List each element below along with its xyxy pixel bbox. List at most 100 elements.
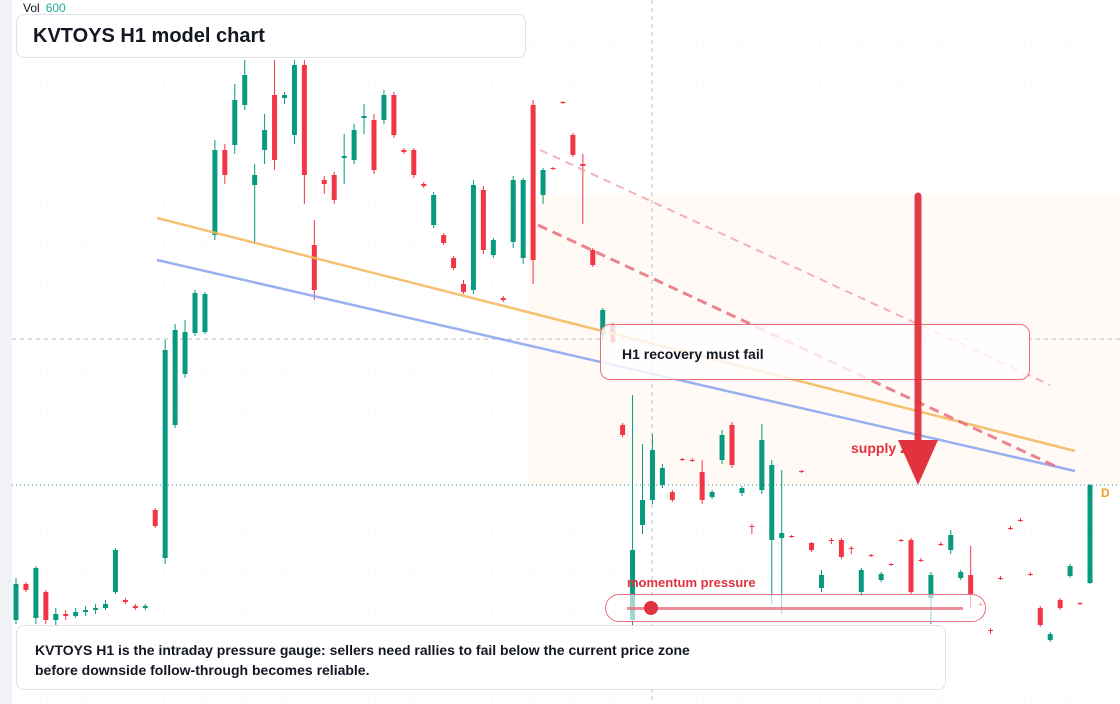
badge: D — [1101, 486, 1110, 500]
candle-body — [918, 560, 924, 561]
candle-body — [361, 116, 367, 118]
candle-body — [749, 526, 755, 527]
gauge-label: momentum pressure — [627, 575, 756, 590]
candle-body — [1067, 566, 1073, 576]
candle-body — [998, 578, 1003, 579]
candle-body — [938, 544, 944, 545]
candle-body — [73, 612, 79, 616]
candle-body — [1027, 574, 1033, 575]
candle-body — [759, 440, 765, 490]
candle-body — [908, 540, 914, 592]
gauge-box — [605, 594, 986, 622]
candle-body — [699, 472, 705, 500]
candle-body — [272, 95, 278, 160]
candle-body — [948, 535, 954, 550]
candle-body — [640, 500, 645, 525]
candle-body — [93, 608, 99, 610]
candle-body — [431, 195, 437, 225]
candle-body — [1077, 603, 1083, 604]
candle-body — [43, 592, 49, 620]
candle-body — [868, 555, 874, 556]
candle-body — [461, 284, 466, 292]
chart-title: KVTOYS H1 model chart — [33, 25, 265, 47]
candle-body — [828, 540, 834, 541]
candle-body — [1047, 634, 1053, 640]
candle-body — [252, 175, 258, 185]
candle-body — [809, 543, 815, 550]
candle-body — [540, 170, 546, 195]
candle-body — [819, 575, 824, 588]
candle-body — [838, 540, 844, 557]
candle-body — [689, 460, 695, 461]
candle-body — [719, 435, 725, 460]
candle-body — [848, 548, 854, 549]
candle-body — [600, 310, 606, 335]
candle-body — [510, 180, 516, 242]
candle-body — [311, 245, 317, 290]
candle-body — [182, 332, 188, 374]
candle-body — [779, 533, 785, 538]
gauge-track — [627, 607, 963, 610]
candle-body — [152, 510, 158, 526]
candle-body — [898, 540, 904, 541]
candle-body — [878, 574, 884, 580]
candle-body — [888, 564, 894, 565]
candle-body — [162, 350, 168, 558]
candle-body — [470, 185, 476, 290]
candle-body — [928, 575, 934, 598]
candle-body — [421, 184, 427, 186]
candle-body — [132, 606, 138, 608]
candle-body — [590, 250, 596, 265]
candle-body — [341, 156, 347, 158]
candle-body — [122, 600, 128, 602]
candle-body — [1037, 608, 1043, 625]
candle-body — [739, 488, 745, 493]
candle-body — [242, 75, 248, 105]
candle-body — [709, 492, 715, 497]
candle-body — [659, 468, 665, 485]
candle-body — [321, 180, 327, 184]
candle-body — [391, 95, 397, 135]
candle-body — [1057, 600, 1063, 608]
candle-body — [232, 100, 238, 145]
candle-body — [1017, 520, 1023, 521]
candle-body — [381, 95, 387, 120]
callout-box: H1 recovery must fail — [600, 324, 1030, 380]
gauge-knob — [644, 601, 658, 615]
candle-body — [958, 572, 964, 578]
candle-body — [23, 584, 29, 590]
candle-body — [580, 164, 586, 166]
candle-body — [63, 614, 69, 616]
candle-body — [630, 550, 636, 620]
candle-body — [500, 298, 506, 300]
candle-body — [490, 240, 496, 255]
candles — [13, 60, 1093, 642]
candle-body — [441, 235, 447, 243]
candle-body — [103, 604, 108, 608]
volume-label: Vol — [23, 1, 40, 15]
candle-body — [172, 330, 178, 425]
candle-body — [202, 294, 208, 332]
candle-body — [799, 471, 805, 472]
candle-body — [13, 584, 19, 620]
candle-body — [679, 459, 685, 460]
candle-body — [530, 105, 536, 260]
candle-body — [988, 630, 994, 631]
zone-label: supply zone — [851, 440, 932, 456]
candle-body — [371, 120, 377, 170]
candle-body — [401, 150, 407, 152]
description: KVTOYS H1 is the intraday pressure gauge… — [35, 642, 690, 678]
candle-body — [112, 550, 118, 592]
candle-body — [769, 465, 775, 540]
candle-body — [192, 293, 198, 333]
candle-body — [968, 575, 974, 595]
left-rail — [0, 0, 12, 704]
candle-body — [53, 614, 59, 620]
candle-body — [858, 570, 864, 592]
candle-body — [620, 425, 626, 435]
callout-text: H1 recovery must fail — [622, 346, 764, 362]
candle-body — [351, 130, 357, 160]
candle-body — [520, 180, 526, 258]
candle-body — [212, 150, 218, 235]
